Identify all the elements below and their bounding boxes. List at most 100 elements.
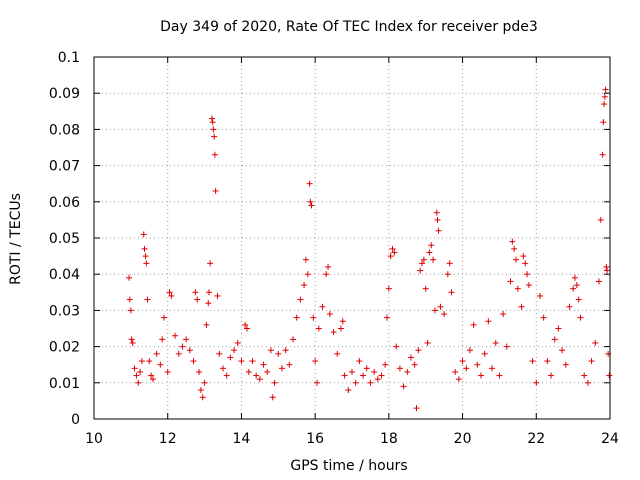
data-point [212,187,219,194]
data-point [474,361,481,368]
data-point [138,358,145,365]
data-point [302,256,309,263]
y-tick-label: 0.08 [49,122,80,138]
data-point [415,347,422,354]
data-point [271,379,278,386]
data-point [511,245,518,252]
data-point [211,151,218,158]
data-point [126,274,133,281]
data-point [133,372,140,379]
data-point [411,361,418,368]
data-point [214,292,221,299]
data-point [260,361,267,368]
data-point [231,347,238,354]
data-point [131,365,138,372]
data-point [140,231,147,238]
data-point [190,358,197,365]
data-point [577,314,584,321]
data-point [404,368,411,375]
x-tick-label: 20 [454,431,472,447]
data-point [146,358,153,365]
x-tick-label: 22 [527,431,545,447]
data-point [500,311,507,318]
x-tick-label: 10 [85,431,103,447]
data-point [194,296,201,303]
data-point [339,318,346,325]
data-point [142,253,149,260]
y-tick-label: 0.04 [49,267,80,283]
data-point [600,119,607,126]
data-point [315,325,322,332]
data-point [363,365,370,372]
data-point [520,253,527,260]
data-point [307,198,314,205]
data-point [384,314,391,321]
data-point [393,343,400,350]
y-tick-label: 0.01 [49,376,80,392]
data-point [186,347,193,354]
data-point [571,274,578,281]
data-point [175,350,182,357]
data-point [282,347,289,354]
data-point [356,358,363,365]
plot-frame [93,56,611,420]
y-axis-label: ROTI / TECUs [8,193,24,285]
x-tick-label: 18 [380,431,398,447]
data-point [452,368,459,375]
data-point [448,289,455,296]
x-tick-label: 24 [601,431,619,447]
data-point [428,242,435,249]
data-point [128,336,135,343]
data-point [159,336,166,343]
data-point [459,358,466,365]
data-point [196,368,203,375]
data-point [197,387,204,394]
data-point [597,216,604,223]
data-point [595,278,602,285]
data-point [606,372,613,379]
data-point [559,347,566,354]
data-point [581,372,588,379]
data-point [420,256,427,263]
data-point [575,296,582,303]
y-tick-label: 0.02 [49,340,80,356]
data-point [592,339,599,346]
y-tick-label: 0.09 [49,86,80,102]
data-point [310,314,317,321]
data-point [238,358,245,365]
data-point [566,303,573,310]
chart-title: Day 349 of 2020, Rate Of TEC Index for r… [160,19,538,35]
x-tick-label: 12 [159,431,177,447]
data-point [536,292,543,299]
data-point [153,350,160,357]
y-tick-label: 0.07 [49,159,80,175]
data-point [172,332,179,339]
data-point [208,115,215,122]
data-point [323,271,330,278]
data-point [127,307,134,314]
data-point [301,282,308,289]
data-point [304,271,311,278]
data-point [220,365,226,372]
data-point [129,339,136,346]
data-point [524,271,531,278]
data-points [126,86,613,412]
data-point [308,202,315,209]
data-point [223,372,230,379]
data-point [424,339,431,346]
data-point [485,318,492,325]
data-point [137,368,144,375]
data-point [166,289,173,296]
data-point [306,180,313,187]
data-point [602,86,609,93]
axes: 10 12 14 16 18 20 22 24 0 0.01 0.02 0.03 0.04 0.05 0.0… [49,50,619,447]
data-point [148,372,155,379]
x-tick-label: 14 [233,431,251,447]
data-point [374,376,381,383]
data-point [496,372,503,379]
data-point [514,285,521,292]
data-point [143,260,150,267]
data-point [183,336,190,343]
data-point [548,372,555,379]
data-point [337,325,344,332]
